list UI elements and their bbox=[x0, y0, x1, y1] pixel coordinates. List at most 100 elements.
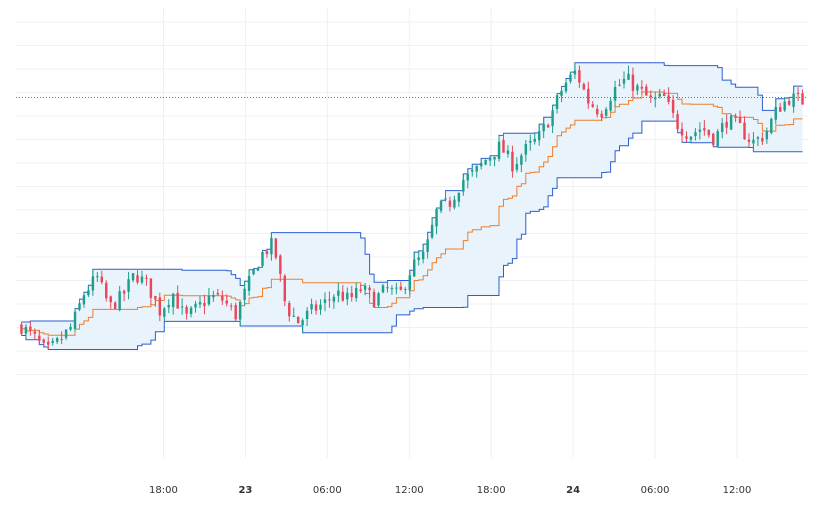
candle-body bbox=[497, 141, 501, 159]
candle bbox=[221, 290, 224, 305]
candle-body bbox=[448, 200, 452, 207]
candle bbox=[399, 281, 403, 291]
candle bbox=[408, 270, 411, 296]
candle bbox=[698, 122, 702, 140]
x-tick-label: 12:00 bbox=[395, 485, 424, 496]
candle-body bbox=[444, 198, 447, 200]
candle-body bbox=[337, 290, 340, 296]
candle-body bbox=[725, 121, 728, 128]
candle bbox=[60, 331, 63, 345]
candle-body bbox=[627, 73, 630, 80]
candle-body bbox=[792, 93, 795, 107]
candle-body bbox=[350, 292, 353, 298]
candle bbox=[417, 250, 420, 266]
candle-body bbox=[38, 335, 41, 341]
candle bbox=[225, 294, 228, 307]
candle bbox=[564, 78, 568, 94]
candle bbox=[363, 283, 367, 296]
candle bbox=[796, 87, 800, 102]
candles[interactable] bbox=[20, 62, 804, 350]
candle-body bbox=[305, 310, 309, 320]
candle-body bbox=[770, 118, 773, 133]
candle bbox=[716, 128, 719, 148]
candle-body bbox=[707, 129, 711, 136]
candle bbox=[346, 287, 349, 306]
candle-body bbox=[560, 90, 563, 96]
candle-body bbox=[96, 276, 99, 278]
candle bbox=[154, 295, 157, 307]
candle bbox=[265, 249, 269, 258]
candle bbox=[520, 153, 523, 173]
candle bbox=[354, 282, 358, 302]
x-tick-label: 12:00 bbox=[723, 485, 752, 496]
candle bbox=[42, 338, 45, 347]
candle-body bbox=[596, 108, 599, 115]
candle-body bbox=[743, 122, 746, 140]
candle-body bbox=[756, 137, 760, 139]
candle bbox=[707, 129, 711, 138]
candle bbox=[51, 337, 54, 346]
candle bbox=[448, 196, 452, 212]
candle bbox=[761, 132, 764, 145]
candle bbox=[256, 267, 260, 271]
x-tick-label: 23 bbox=[238, 485, 252, 496]
candle bbox=[421, 244, 425, 264]
candle bbox=[296, 316, 300, 324]
candle-body bbox=[408, 275, 411, 291]
candle bbox=[747, 133, 751, 148]
candle bbox=[283, 274, 287, 307]
candle bbox=[546, 123, 550, 128]
candle bbox=[243, 281, 246, 306]
candle bbox=[524, 139, 528, 162]
candle-body bbox=[212, 294, 215, 298]
candle bbox=[279, 254, 282, 282]
candle bbox=[149, 278, 153, 306]
candle bbox=[314, 300, 318, 315]
candle-body bbox=[381, 285, 385, 293]
candle-body bbox=[658, 93, 661, 97]
candle bbox=[435, 207, 438, 235]
candle-body bbox=[604, 109, 608, 116]
candle-body bbox=[399, 286, 403, 290]
candle-body bbox=[680, 128, 684, 136]
candle bbox=[787, 97, 791, 106]
candle bbox=[274, 238, 278, 260]
candle-body bbox=[283, 275, 287, 302]
candle bbox=[725, 114, 728, 135]
candle-body bbox=[546, 125, 550, 128]
candle bbox=[640, 80, 644, 95]
candle-body bbox=[649, 95, 653, 98]
candle-body bbox=[33, 331, 37, 334]
candle bbox=[689, 136, 693, 143]
candle-body bbox=[29, 326, 32, 331]
x-tick-label: 24 bbox=[566, 485, 580, 496]
candle-body bbox=[395, 287, 398, 289]
candle-body bbox=[796, 92, 800, 95]
candle bbox=[502, 133, 505, 153]
candle-body bbox=[511, 151, 514, 172]
candle-body bbox=[301, 320, 304, 326]
candle bbox=[180, 298, 184, 315]
candle bbox=[738, 110, 742, 124]
candle bbox=[627, 65, 630, 81]
candle bbox=[529, 134, 532, 151]
candle bbox=[765, 127, 769, 144]
candle-body bbox=[252, 268, 255, 275]
candle-body bbox=[145, 277, 148, 279]
candle bbox=[591, 100, 594, 108]
candle bbox=[622, 71, 626, 89]
candle bbox=[145, 274, 148, 286]
candle bbox=[288, 300, 291, 322]
candle-body bbox=[363, 285, 367, 290]
candle bbox=[109, 295, 112, 309]
candle-body bbox=[729, 115, 733, 130]
candle-body bbox=[377, 293, 380, 306]
candle-body bbox=[69, 326, 72, 330]
candle-body bbox=[87, 290, 90, 296]
candle bbox=[87, 285, 90, 298]
candle-body bbox=[640, 86, 644, 89]
x-tick-label: 06:00 bbox=[641, 485, 670, 496]
x-tick-label: 18:00 bbox=[477, 485, 506, 496]
